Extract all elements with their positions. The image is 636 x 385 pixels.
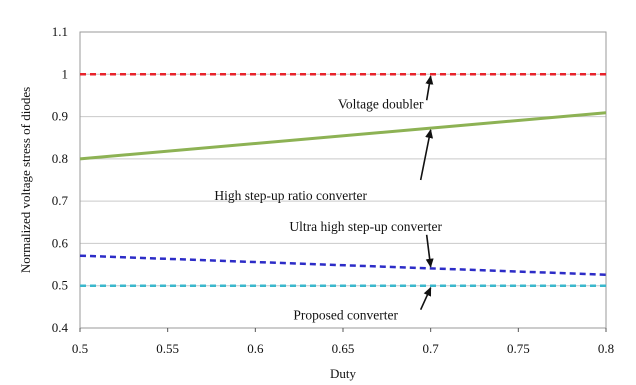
x-tick-label: 0.65: [332, 341, 355, 356]
plot-area-border: [79, 31, 607, 329]
annotation-arrow: [425, 75, 434, 101]
annotation-arrow: [419, 129, 434, 181]
y-tick-label: 0.6: [52, 235, 69, 250]
annotation-arrow: [419, 286, 432, 311]
y-tick-label: 1: [62, 66, 69, 81]
x-tick-label: 0.8: [598, 341, 614, 356]
annotation-label: High step-up ratio converter: [214, 188, 367, 203]
y-tick-label: 0.9: [52, 109, 68, 124]
annotation-label: Ultra high step-up converter: [289, 219, 442, 234]
y-tick-label: 1.1: [52, 24, 68, 39]
gridlines: [80, 31, 606, 329]
x-tick-label: 0.6: [247, 341, 264, 356]
y-tick-label: 0.5: [52, 278, 68, 293]
annotation-label: Voltage doubler: [338, 96, 424, 111]
y-tick-label: 0.8: [52, 151, 68, 166]
series-line-2: [79, 111, 607, 161]
x-tick-label: 0.5: [72, 341, 88, 356]
series-group: [79, 73, 607, 287]
x-axis-title: Duty: [330, 366, 357, 381]
series-line-3: [79, 254, 607, 276]
plot-area: [79, 31, 607, 329]
y-tick-label: 0.4: [52, 320, 69, 335]
y-tick-label: 0.7: [52, 193, 69, 208]
x-tick-label: 0.7: [423, 341, 440, 356]
x-tick-label: 0.55: [156, 341, 179, 356]
y-axis-ticks: 0.4 0.5 0.6 0.7 0.8 0.9 1 1.1: [52, 24, 69, 335]
x-axis-ticks: 0.5 0.55 0.6 0.65 0.7 0.75 0.8: [72, 328, 614, 356]
y-axis-title: Normalized voltage stress of diodes: [18, 87, 33, 273]
annotation-label: Proposed converter: [293, 308, 398, 323]
annotation-arrow: [425, 234, 434, 268]
annotations-group: Voltage doubler High step-up ratio conver…: [214, 75, 442, 323]
x-tick-label: 0.75: [507, 341, 530, 356]
